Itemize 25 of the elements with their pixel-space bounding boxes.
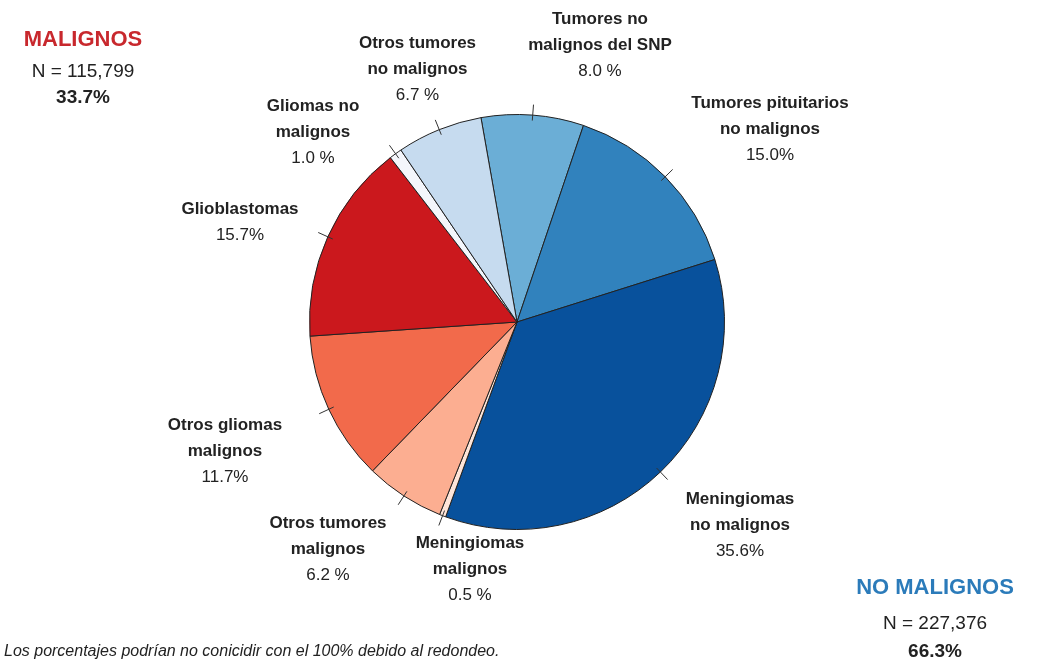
- data-label: 11.7%: [200, 466, 250, 488]
- slice-label: Tumores pituitarios no malignos: [690, 92, 850, 140]
- data-label: 15.7%: [214, 224, 266, 246]
- text: MALIGNOS: [22, 26, 144, 52]
- slice-label: Tumores no malignos del SNP: [527, 8, 673, 56]
- slice-label: Otros tumores no malignos: [357, 32, 478, 80]
- data-label: 6.2 %: [305, 564, 351, 586]
- slice-label: Glioblastomas: [180, 198, 300, 220]
- data-label: 35.6%: [714, 540, 766, 562]
- data-label: 6.7 %: [395, 85, 440, 104]
- text: N = 227,376: [881, 612, 989, 634]
- data-label: 8.0 %: [577, 60, 623, 82]
- slice-label: Otros tumores malignos: [268, 512, 388, 560]
- data-label: 15.0%: [744, 144, 796, 166]
- text: NO MALIGNOS: [855, 574, 1015, 600]
- data-label: 1.0 %: [290, 147, 336, 169]
- data-label: 0.5 %: [447, 584, 493, 606]
- text: Los porcentajes podrían no conicidir con el 100% debido al redondeo.: [4, 642, 501, 660]
- slice-label: Gliomas no malignos: [265, 95, 361, 143]
- slice-label: Meningiomas no malignos: [684, 488, 796, 536]
- slice-label: Meningiomas malignos: [414, 532, 526, 580]
- text: N = 115,799: [30, 60, 136, 82]
- text: 33.7%: [55, 86, 111, 108]
- text: 66.3%: [907, 640, 963, 662]
- slice-label: Otros gliomas malignos: [166, 414, 284, 462]
